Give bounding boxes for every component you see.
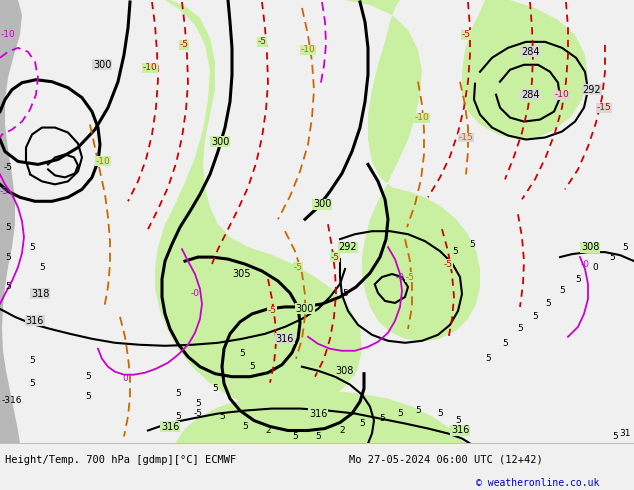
Polygon shape [320,0,480,342]
Text: -15: -15 [597,103,611,112]
Text: -10: -10 [1,30,15,39]
Text: 308: 308 [581,242,599,252]
Text: 292: 292 [583,85,601,95]
Text: 5: 5 [29,243,35,252]
Text: 5: 5 [415,406,421,415]
Text: -316: -316 [2,396,22,405]
Text: 5: 5 [455,416,461,425]
Text: 318: 318 [31,289,49,299]
Text: 316: 316 [451,425,469,436]
Text: 0: 0 [592,263,598,271]
Text: -0: -0 [396,272,404,282]
Text: -5: -5 [330,253,339,262]
Polygon shape [178,414,420,443]
Text: -5: -5 [462,30,470,39]
Text: 5: 5 [292,432,298,441]
Polygon shape [175,391,468,443]
Text: 31: 31 [619,429,631,438]
Text: 316: 316 [161,421,179,432]
Text: -10: -10 [555,90,569,99]
Text: 5: 5 [342,290,348,298]
Text: 5: 5 [622,243,628,252]
Text: 316: 316 [309,409,327,418]
Text: 5: 5 [212,384,218,393]
Text: 5: 5 [175,389,181,398]
Text: 0: 0 [122,374,128,383]
Polygon shape [462,0,588,140]
Text: 284: 284 [521,90,540,99]
Text: 5: 5 [379,414,385,423]
Text: -5: -5 [179,40,188,49]
Text: -5: -5 [406,272,415,282]
Text: 5: 5 [502,339,508,348]
Text: 5: 5 [452,246,458,256]
Text: -0: -0 [190,290,200,298]
Text: -5: -5 [257,37,266,47]
Text: 5: 5 [315,432,321,441]
Text: 5: 5 [532,313,538,321]
Text: -10: -10 [301,46,315,54]
Text: © weatheronline.co.uk: © weatheronline.co.uk [476,478,599,488]
Text: 5: 5 [397,409,403,418]
Text: 5: 5 [39,263,45,271]
Text: -10: -10 [415,113,429,122]
Text: 308: 308 [336,366,354,376]
Text: 316: 316 [26,316,44,326]
Text: 5: 5 [85,392,91,401]
Text: 305: 305 [233,269,251,279]
Text: 5: 5 [559,287,565,295]
Text: 5: 5 [5,253,11,262]
Text: 5: 5 [469,240,475,248]
Text: -10: -10 [143,63,157,72]
Text: 5: 5 [517,324,523,333]
Text: -5: -5 [294,263,302,271]
Text: 5: 5 [5,223,11,232]
Text: -5: -5 [444,260,453,269]
Text: -5: -5 [193,409,202,418]
Text: 5: 5 [575,274,581,284]
Text: 5: 5 [175,412,181,421]
Text: 300: 300 [313,199,331,209]
Text: Height/Temp. 700 hPa [gdmp][°C] ECMWF: Height/Temp. 700 hPa [gdmp][°C] ECMWF [5,455,236,465]
Text: Mo 27-05-2024 06:00 UTC (12+42): Mo 27-05-2024 06:00 UTC (12+42) [349,455,543,465]
Text: 5: 5 [249,362,255,371]
Text: 284: 284 [521,47,540,57]
Text: 5: 5 [195,399,201,408]
Text: 316: 316 [276,334,294,344]
Text: 5: 5 [242,422,248,431]
Text: 5: 5 [5,283,11,292]
Text: 5: 5 [359,419,365,428]
Text: 5: 5 [437,409,443,418]
Text: 300: 300 [93,60,111,70]
Text: 5: 5 [29,379,35,388]
Polygon shape [0,0,22,443]
Text: -5: -5 [0,187,8,196]
Text: 5: 5 [485,354,491,363]
Text: -15: -15 [458,133,474,142]
Text: 5: 5 [545,299,551,308]
Ellipse shape [235,294,280,324]
Text: -0: -0 [581,260,590,269]
Text: 5: 5 [85,372,91,381]
Text: -10: -10 [96,157,110,166]
Text: 2: 2 [265,426,271,435]
Text: 5: 5 [612,432,618,441]
Text: 5: 5 [239,349,245,358]
Text: 5: 5 [29,356,35,365]
Text: 5: 5 [609,253,615,262]
Text: 300: 300 [296,304,314,314]
Text: -5: -5 [4,163,13,172]
Text: 300: 300 [211,137,229,147]
Text: 5: 5 [219,412,225,421]
Text: -5: -5 [268,306,276,316]
Text: 2: 2 [339,426,345,435]
Polygon shape [148,0,362,411]
Text: 292: 292 [339,242,358,252]
